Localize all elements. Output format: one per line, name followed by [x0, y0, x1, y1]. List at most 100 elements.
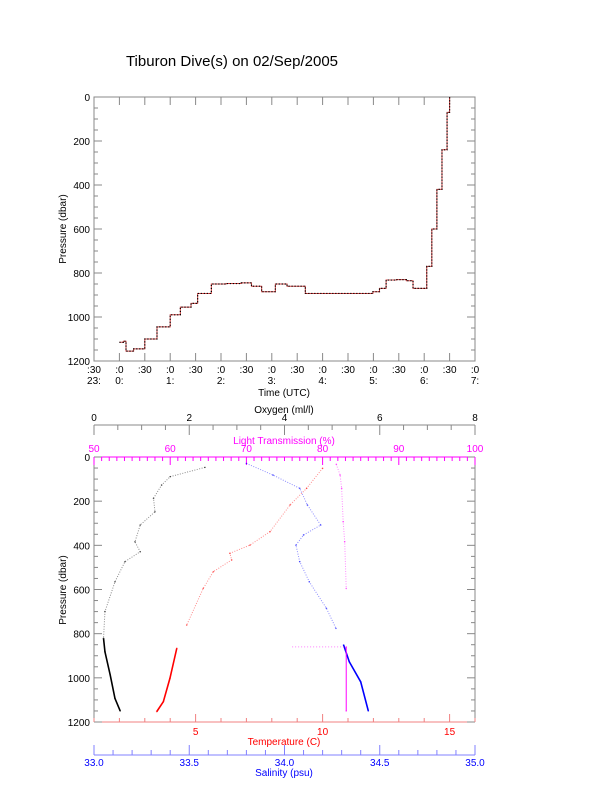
x-tick-label-minute: :30 [87, 365, 101, 376]
oxygen-profile-lower [102, 638, 121, 712]
light-tick-label: 60 [165, 444, 177, 455]
y-tick-label: 400 [73, 541, 90, 552]
x-tick-label-minute: :0 [217, 365, 226, 376]
salinity-tick-label: 34.0 [275, 758, 295, 769]
temperature-profile-lower [156, 648, 178, 713]
oxygen-point [204, 466, 206, 469]
temperature-point [169, 677, 171, 680]
salinity-point [348, 660, 351, 663]
temperature-point [176, 647, 178, 650]
oxygen-axis-label: Oxygen (ml/l) [254, 405, 313, 416]
y-tick-label: 0 [84, 93, 90, 104]
oxygen-tick-label: 0 [91, 413, 97, 424]
x-tick-label-minute: :30 [392, 365, 406, 376]
temperature-point [289, 504, 291, 506]
oxygen-point [114, 697, 116, 700]
x-tick-label-minute: :30 [138, 365, 152, 376]
temperature-point [212, 570, 215, 573]
y-tick-label: 400 [73, 181, 90, 192]
x-tick-label-hour: 1: [166, 376, 174, 387]
light-transmission-profile-upper [335, 464, 347, 589]
y-tick-label: 800 [73, 269, 90, 280]
salinity-point [325, 607, 328, 610]
light-transmission-point [335, 463, 338, 466]
dive-track-points [119, 97, 451, 352]
y-axis-label: Pressure (dbar) [58, 194, 69, 263]
salinity-tick-label: 33.5 [180, 758, 200, 769]
x-tick-label-hour: 7: [471, 376, 479, 387]
y-tick-label: 600 [73, 586, 90, 597]
x-tick-label-minute: :0 [115, 365, 124, 376]
x-tick-label-minute: :0 [369, 365, 378, 376]
x-tick-label-minute: :0 [318, 365, 327, 376]
x-tick-label-minute: :0 [268, 365, 277, 376]
y-tick-label: 1200 [68, 357, 91, 368]
temperature-point [185, 624, 188, 626]
salinity-point [342, 644, 345, 646]
light-tick-label: 100 [467, 444, 484, 455]
oxygen-point [139, 524, 141, 526]
x-tick-label-hour: 2: [217, 376, 225, 387]
y-tick-label: 1200 [68, 718, 91, 729]
oxygen-tick-label: 2 [186, 413, 192, 424]
light-axis-label: Light Transmission (%) [233, 436, 335, 447]
light-tick-label: 70 [241, 444, 253, 455]
x-tick-label-minute: :0 [471, 365, 480, 376]
light-tick-label: 90 [393, 444, 405, 455]
y-tick-label: 1000 [68, 313, 91, 324]
oxygen-point [104, 650, 106, 653]
salinity-point [302, 534, 305, 536]
oxygen-profile-upper [103, 466, 206, 639]
oxygen-point [104, 610, 106, 613]
temperature-axis-label: Temperature (C) [248, 737, 321, 748]
x-tick-label-minute: :0 [166, 365, 175, 376]
oxygen-tick-label: 8 [472, 413, 478, 424]
oxygen-point [124, 560, 126, 563]
dive-track-chart: 020040060080010001200:3023::00::30:01::3… [58, 93, 480, 399]
salinity-tick-label: 34.5 [370, 758, 390, 769]
temperature-point [269, 530, 271, 533]
salinity-point [295, 544, 297, 546]
temperature-point [202, 587, 205, 590]
oxygen-point [119, 710, 121, 712]
x-tick-label-minute: :30 [189, 365, 203, 376]
temperature-point [155, 710, 158, 713]
profile-chart: 0 200 400 600 800 1000 1200 Pressure (dbar) 0 2 4 6… [58, 405, 485, 779]
salinity-axis-label: Salinity (psu) [255, 768, 313, 779]
temperature-point [229, 552, 231, 555]
salinity-point [359, 681, 362, 683]
y-tick-label: 200 [73, 497, 90, 508]
y-tick-label: 0 [84, 453, 90, 464]
salinity-point [298, 487, 301, 490]
oxygen-point [134, 541, 136, 543]
salinity-point [319, 524, 322, 526]
x-tick-label-minute: :0 [420, 365, 429, 376]
salinity-point [367, 710, 370, 712]
x-tick-label-minute: :30 [290, 365, 304, 376]
light-tick-label: 50 [88, 444, 100, 455]
oxygen-point [114, 580, 116, 583]
y-axis-label: Pressure (dbar) [58, 555, 69, 624]
figure-title: Tiburon Dive(s) on 02/Sep/2005 [126, 53, 338, 70]
salinity-profile-lower [342, 644, 370, 712]
salinity-point [272, 474, 274, 476]
x-tick-label-minute: :30 [239, 365, 253, 376]
temperature-point [321, 467, 324, 470]
x-axis-label: Time (UTC) [258, 388, 310, 399]
oxygen-tick-label: 4 [282, 413, 288, 424]
oxygen-point [109, 674, 111, 676]
light-transmission-point [342, 520, 344, 523]
temperature-point [230, 559, 233, 561]
oxygen-point [139, 550, 141, 553]
light-tick-label: 80 [317, 444, 329, 455]
temperature-tick-label: 15 [444, 727, 456, 738]
x-tick-label-hour: 6: [420, 376, 428, 387]
light-transmission-point [345, 587, 348, 590]
oxygen-point [160, 484, 163, 486]
salinity-point [335, 627, 337, 630]
temperature-profile-upper [186, 467, 323, 626]
x-tick-label-minute: :30 [341, 365, 355, 376]
temperature-point [305, 487, 308, 490]
salinity-point [308, 580, 311, 583]
